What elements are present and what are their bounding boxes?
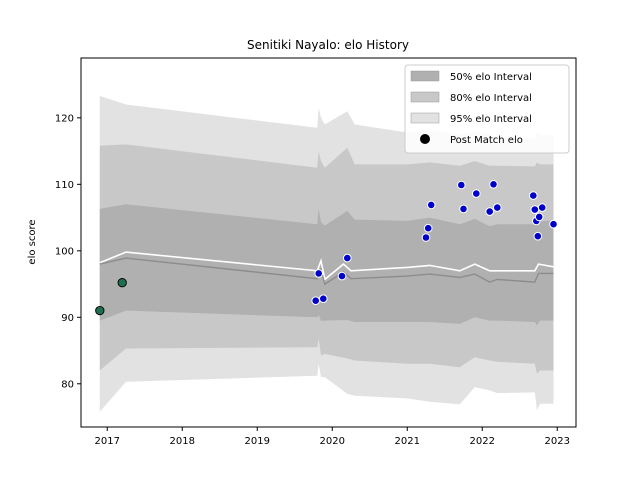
post-match-point <box>426 200 436 210</box>
x-tick-label: 2023 <box>545 436 570 447</box>
post-match-point <box>493 203 502 212</box>
post-match-point <box>423 223 433 233</box>
post-match-point <box>533 231 543 241</box>
post-match-point <box>311 296 321 306</box>
post-match-point <box>459 204 468 214</box>
y-tick-label: 110 <box>55 180 74 191</box>
post-match-point <box>421 233 431 242</box>
post-match-point <box>485 207 495 216</box>
post-match-point <box>534 212 544 222</box>
post-match-point <box>489 180 498 189</box>
x-tick-label: 2020 <box>320 436 345 447</box>
x-tick-label: 2022 <box>470 436 495 447</box>
y-axis: 80 90 100 110 120 <box>55 113 81 390</box>
post-match-point <box>549 219 558 229</box>
post-match-point <box>530 205 540 214</box>
post-match-point <box>537 203 547 212</box>
legend-label: Post Match elo <box>450 135 523 146</box>
band-50-interval <box>99 204 554 326</box>
legend-label: 50% elo Interval <box>450 72 532 83</box>
y-tick-label: 120 <box>55 113 74 124</box>
legend-label: 95% elo Interval <box>450 114 532 125</box>
legend-label: 80% elo Interval <box>450 93 532 104</box>
y-tick-label: 90 <box>61 313 74 324</box>
post-match-point <box>319 294 328 304</box>
legend-swatch <box>410 91 440 103</box>
axes-frame <box>80 57 577 428</box>
x-tick-label: 2017 <box>95 436 120 447</box>
legend-box <box>404 64 570 154</box>
post-match-point <box>117 278 127 288</box>
y-axis-label: elo score <box>27 219 38 264</box>
post-match-point <box>529 191 538 200</box>
legend-marker <box>420 134 430 144</box>
x-tick-label: 2021 <box>395 436 420 447</box>
post-match-points <box>95 180 558 316</box>
y-tick-label: 100 <box>55 246 74 257</box>
post-match-point <box>95 305 105 316</box>
mean-elo-line <box>99 251 554 281</box>
plot-area <box>80 57 577 428</box>
x-tick-label: 2018 <box>170 436 195 447</box>
interval-bands <box>99 95 554 412</box>
post-match-point <box>343 253 352 263</box>
post-match-point <box>314 269 324 278</box>
post-match-point <box>457 180 466 190</box>
legend: 50% elo Interval 80% elo Interval 95% elo … <box>404 64 570 154</box>
legend-swatch <box>410 112 440 124</box>
y-tick-label: 80 <box>61 379 74 390</box>
post-match-point <box>472 189 481 198</box>
post-match-point <box>337 271 347 281</box>
chart-title: Senitiki Nayalo: elo History <box>247 38 409 52</box>
x-tick-label: 2019 <box>245 436 270 447</box>
x-axis: 2017 2018 2019 2020 2021 2022 2023 <box>95 427 570 447</box>
legend-swatch <box>410 70 440 82</box>
